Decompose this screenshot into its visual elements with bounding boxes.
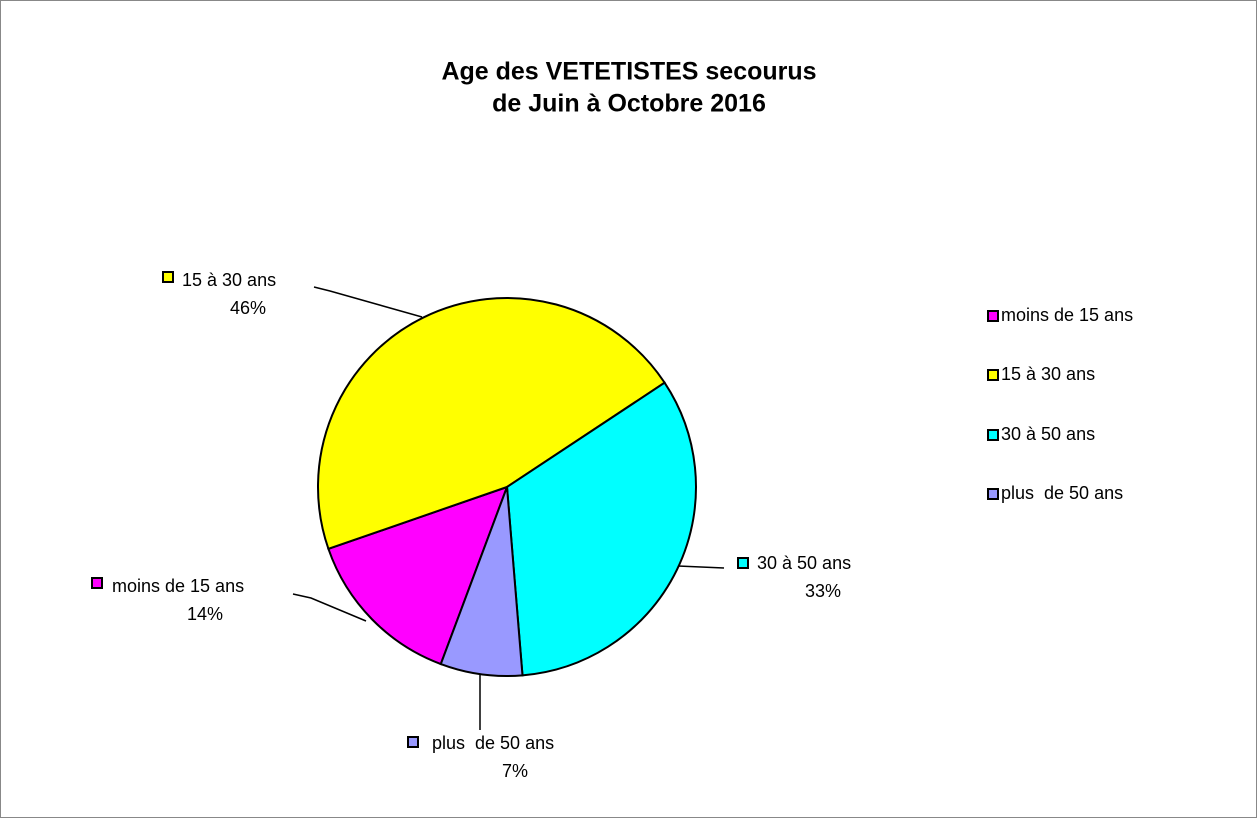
legend-swatch bbox=[987, 310, 999, 322]
chart-title: Age des VETETISTES secourus bbox=[441, 58, 816, 86]
data-label-name: 30 à 50 ans bbox=[757, 553, 851, 573]
label-key bbox=[91, 577, 103, 589]
chart-subtitle: de Juin à Octobre 2016 bbox=[492, 90, 766, 118]
legend-label: plus de 50 ans bbox=[1001, 483, 1123, 503]
legend-label: moins de 15 ans bbox=[1001, 305, 1133, 325]
leader-line bbox=[677, 565, 725, 569]
label-key bbox=[737, 557, 749, 569]
leader-line bbox=[292, 593, 367, 622]
leader-line bbox=[313, 286, 423, 318]
pie-slice bbox=[317, 297, 666, 551]
data-label-value: 46% bbox=[230, 298, 266, 318]
data-label-name: moins de 15 ans bbox=[112, 576, 244, 596]
legend-swatch bbox=[987, 429, 999, 441]
legend-label: 30 à 50 ans bbox=[1001, 424, 1095, 444]
legend-swatch bbox=[987, 369, 999, 381]
data-label-name: plus de 50 ans bbox=[432, 733, 554, 753]
data-label-name: 15 à 30 ans bbox=[182, 270, 276, 290]
legend-swatch bbox=[987, 488, 999, 500]
pie-slice bbox=[505, 381, 697, 677]
pie-slice bbox=[439, 486, 524, 677]
legend-label: 15 à 30 ans bbox=[1001, 364, 1095, 384]
label-key bbox=[162, 271, 174, 283]
data-label-value: 7% bbox=[502, 761, 528, 781]
data-label-value: 33% bbox=[805, 581, 841, 601]
pie-slice bbox=[327, 485, 509, 666]
data-label-value: 14% bbox=[187, 604, 223, 624]
label-key bbox=[407, 736, 419, 748]
